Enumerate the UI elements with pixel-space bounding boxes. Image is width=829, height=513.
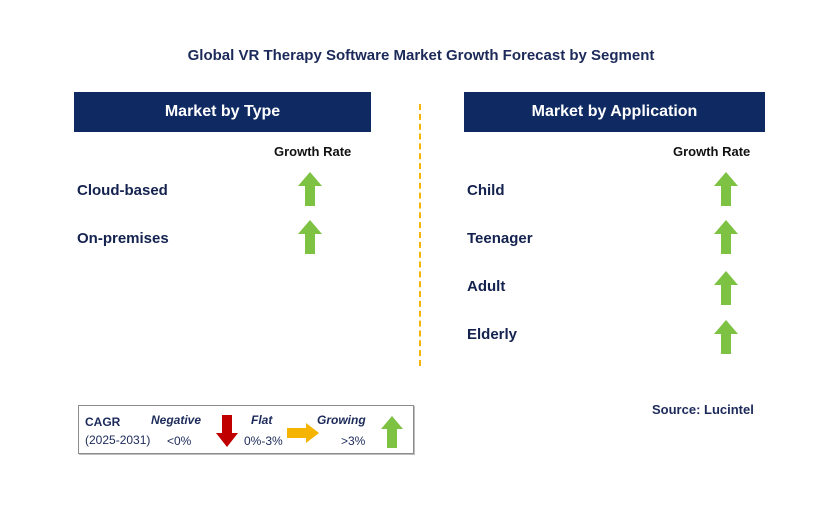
up-arrow-icon xyxy=(714,220,738,254)
up-arrow-icon xyxy=(298,220,322,254)
type-row-label-on-premises: On-premises xyxy=(77,230,169,247)
legend-negative-range: <0% xyxy=(167,434,192,448)
up-arrow-icon xyxy=(714,271,738,305)
cagr-legend: CAGR (2025-2031) Negative <0% Flat 0%-3%… xyxy=(78,405,414,454)
panel-divider xyxy=(419,104,421,366)
application-growth-rate-heading: Growth Rate xyxy=(673,144,751,159)
type-growth-rate-heading: Growth Rate xyxy=(274,144,352,159)
legend-flat-range: 0%-3% xyxy=(244,434,283,448)
type-row-label-cloud-based: Cloud-based xyxy=(77,182,168,199)
application-row-label-adult: Adult xyxy=(467,278,506,295)
right-arrow-icon xyxy=(287,423,319,443)
legend-cagr-label: CAGR xyxy=(85,415,121,429)
source-note: Source: Lucintel xyxy=(652,402,754,417)
legend-growing-range: >3% xyxy=(341,434,366,448)
up-arrow-icon xyxy=(298,172,322,206)
application-row-label-teenager: Teenager xyxy=(467,230,533,247)
application-row-label-child: Child xyxy=(467,182,505,199)
legend-period: (2025-2031) xyxy=(85,433,151,447)
up-arrow-icon xyxy=(381,416,403,448)
up-arrow-icon xyxy=(714,320,738,354)
type-panel-header: Market by Type xyxy=(74,92,371,132)
down-arrow-icon xyxy=(216,415,238,447)
application-row-label-elderly: Elderly xyxy=(467,326,518,343)
legend-flat-label: Flat xyxy=(251,413,273,427)
application-panel-header: Market by Application xyxy=(464,92,765,132)
legend-growing-label: Growing xyxy=(317,413,366,427)
legend-negative-label: Negative xyxy=(151,413,202,427)
up-arrow-icon xyxy=(714,172,738,206)
chart-title: Global VR Therapy Software Market Growth… xyxy=(187,47,655,64)
